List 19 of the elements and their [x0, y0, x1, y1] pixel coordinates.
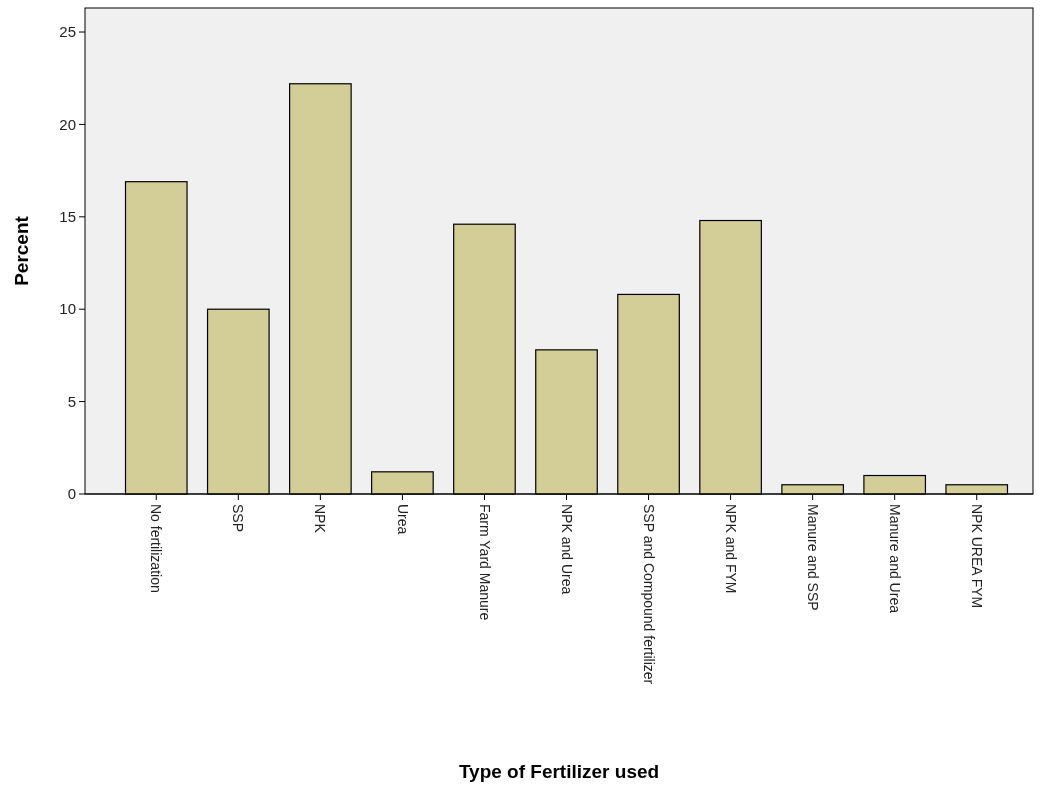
y-tick-label: 10: [59, 300, 76, 318]
x-tick-label: Manure and SSP: [804, 504, 821, 611]
x-tick-label: NPK and Urea: [558, 504, 575, 595]
x-tick-label: NPK UREA FYM: [968, 504, 985, 609]
x-tick-label: Manure and Urea: [886, 504, 903, 614]
y-tick-label: 5: [67, 392, 76, 410]
x-tick-label: Farm Yard Manure: [476, 504, 493, 621]
x-tick-label: Urea: [394, 504, 411, 535]
x-tick-label: SSP: [230, 504, 247, 533]
y-tick-label: 15: [59, 208, 76, 226]
x-axis-title: Type of Fertilizer used: [458, 761, 660, 782]
x-tick-label: NPK and FYM: [722, 504, 739, 594]
x-tick-label: SSP and Compound fertilizer: [640, 504, 657, 685]
x-tick-label: No fertilization: [148, 504, 165, 593]
y-tick-label: 20: [59, 115, 76, 133]
x-tick-label: NPK: [312, 504, 329, 534]
y-tick-label: 25: [59, 23, 76, 41]
y-tick-label: 0: [67, 485, 76, 503]
y-axis-title: Percent: [11, 215, 32, 286]
